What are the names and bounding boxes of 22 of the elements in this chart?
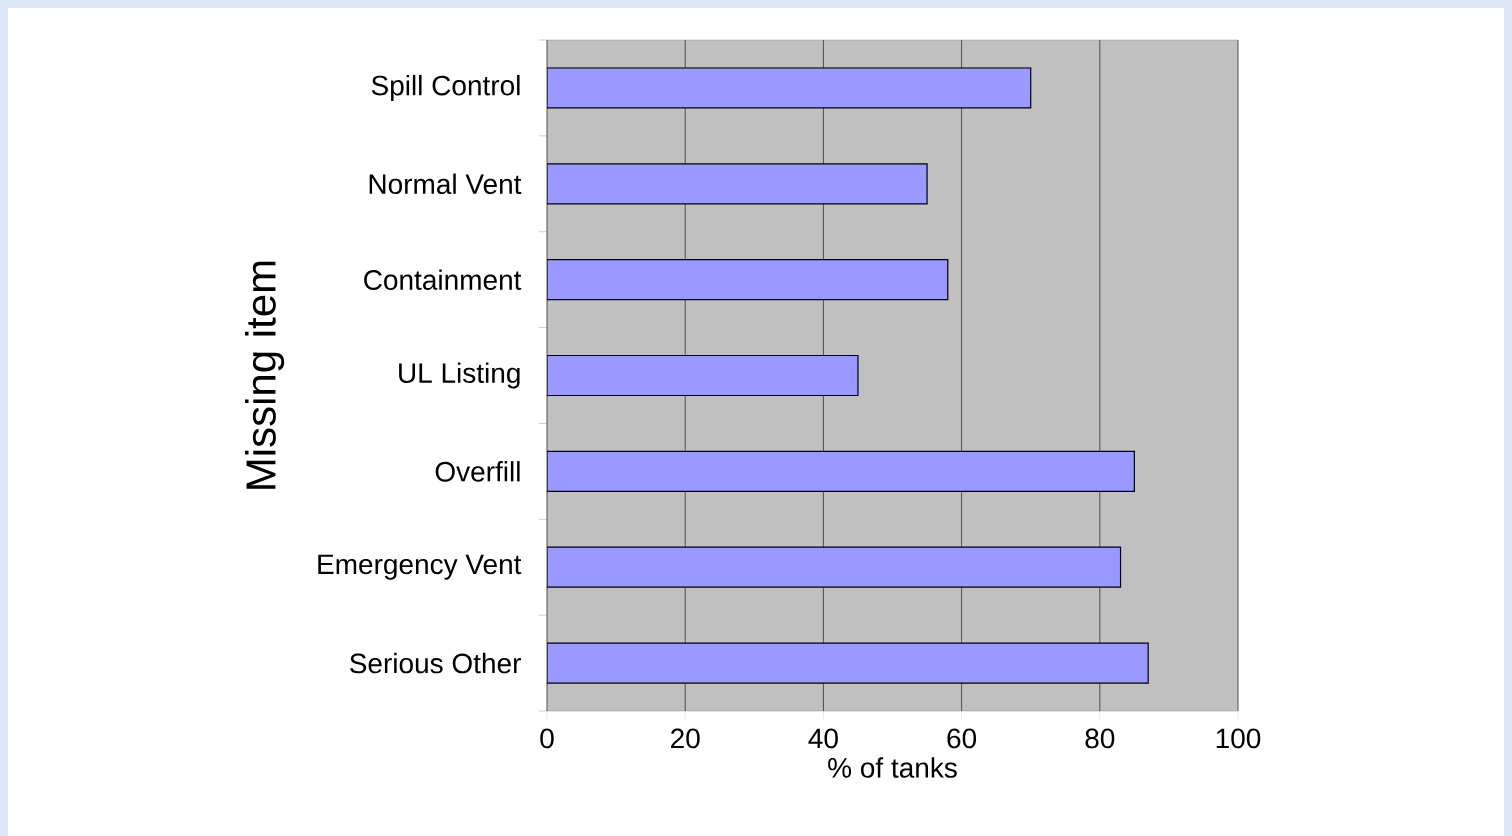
y-tick-label: Emergency Vent — [318, 554, 522, 580]
y-tick-label: Normal Vent — [369, 173, 522, 195]
y-tick-label: Serious Other — [350, 652, 521, 674]
y-tick-label: Containment — [364, 269, 522, 290]
bar — [547, 642, 1149, 684]
x-tick-label: 40 — [808, 728, 838, 749]
bar — [547, 163, 928, 205]
bar — [547, 450, 1135, 492]
y-tick-label: UL Listing — [399, 362, 520, 389]
y-tick-label: Spill Control — [371, 74, 520, 101]
bar — [547, 259, 949, 301]
x-axis-title: % of tanks — [828, 757, 957, 778]
bar — [547, 67, 1032, 109]
x-tick-label: 60 — [947, 728, 977, 749]
y-tick-label: Overfill — [435, 461, 520, 482]
x-tick-label: 20 — [671, 728, 700, 749]
x-tick-label: 100 — [1216, 728, 1261, 749]
x-tick-label: 80 — [1085, 728, 1115, 749]
x-tick-label: 0 — [540, 728, 554, 749]
bar — [547, 546, 1122, 588]
y-axis-title: Missing item — [245, 261, 285, 489]
bar — [547, 354, 859, 397]
